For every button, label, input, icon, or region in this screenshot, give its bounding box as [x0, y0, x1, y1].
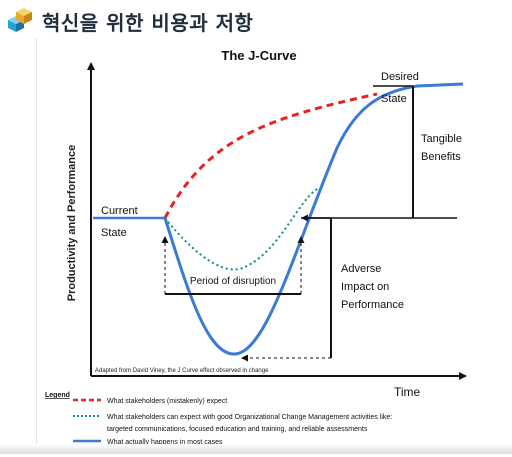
- j-curve-diagram: The J-Curve Productivity and Performance…: [45, 48, 467, 446]
- slide-bottom-bar: [0, 444, 512, 454]
- desired-state-label-1: Desired: [381, 71, 419, 83]
- current-state-label-2: State: [101, 227, 127, 239]
- page-title: 혁신을 위한 비용과 저항: [42, 11, 254, 35]
- period-of-disruption-label: Period of disruption: [190, 276, 276, 287]
- x-axis-label: Time: [394, 385, 421, 399]
- legend-good-ocm-text-2: targeted communications, focused educati…: [107, 426, 368, 433]
- diagram-title: The J-Curve: [221, 48, 296, 63]
- actual-curve: [163, 82, 464, 356]
- desired-state-label-2: State: [381, 93, 407, 105]
- j-curve-panel: The J-Curve Productivity and Performance…: [36, 38, 497, 452]
- legend-title: Legend: [45, 392, 70, 399]
- current-state-label-1: Current: [101, 205, 138, 217]
- y-axis-label: Productivity and Performance: [66, 145, 78, 302]
- adverse-impact-label-1: Adverse: [341, 263, 381, 275]
- tangible-benefits-label-1: Tangible: [421, 133, 462, 145]
- legend-good-ocm-text-1: What stakeholders can expect with good O…: [107, 414, 392, 421]
- legend-expected-text: What stakeholders (mistakenly) expect: [107, 398, 227, 405]
- stacked-cubes-icon: [8, 8, 32, 32]
- adverse-impact-label-2: Impact on: [341, 281, 389, 293]
- slide-header: 혁신을 위한 비용과 저항: [0, 0, 512, 38]
- expected-curve: [163, 92, 378, 219]
- good-ocm-curve: [164, 187, 320, 271]
- tangible-benefits-label-2: Benefits: [421, 151, 461, 163]
- legend-actual-text: What actually happens in most cases: [107, 439, 223, 446]
- source-note: Adapted from David Viney, the J Curve ef…: [95, 368, 269, 374]
- adverse-impact-label-3: Performance: [341, 299, 404, 311]
